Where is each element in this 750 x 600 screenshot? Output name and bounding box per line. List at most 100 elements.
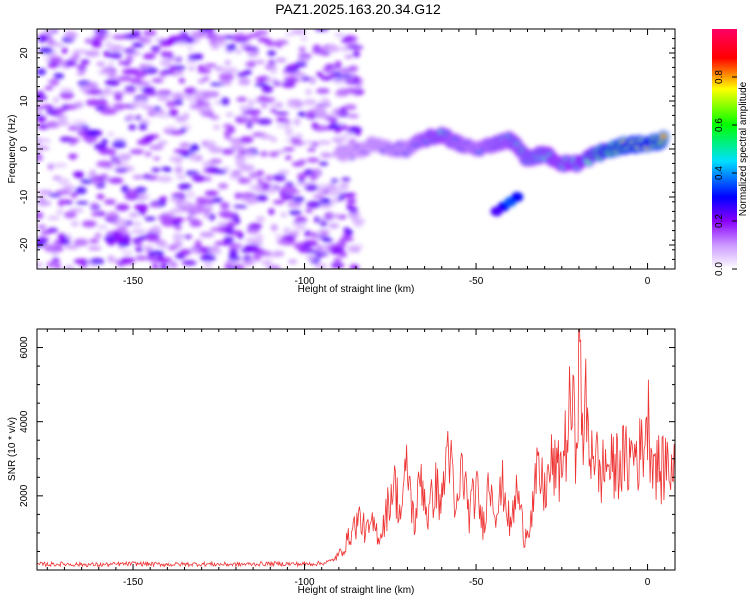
spectrogram-noise-blob (65, 31, 78, 40)
spectrogram-noise-blob (85, 99, 101, 107)
spectrogram-noise-blob (223, 236, 235, 242)
spectrogram-noise-blob (158, 71, 168, 77)
spectrogram-noise-blob (290, 230, 300, 237)
spectrogram-noise-blob (353, 221, 364, 228)
spectrogram-noise-blob (189, 143, 200, 152)
spectrogram-noise-blob (143, 135, 156, 141)
spectrogram-noise-blob (315, 113, 329, 119)
spectrogram-noise-blob (184, 95, 193, 100)
spectrogram-noise-blob (257, 118, 273, 125)
spectrogram-noise-blob (52, 96, 60, 104)
spectrogram-noise-blob (237, 177, 252, 184)
spectrogram-noise-blob (168, 108, 179, 117)
spectrogram-noise-blob (223, 212, 234, 219)
spectrogram-noise-blob (151, 77, 164, 84)
spectrogram-noise-blob (150, 45, 161, 52)
spectrogram-noise-blob (269, 67, 278, 75)
spectrogram-noise-blob (103, 87, 112, 96)
spectrogram-noise-blob (165, 100, 177, 108)
spectrogram-noise-blob (328, 222, 340, 229)
spectrogram-noise-blob (310, 141, 320, 147)
y-tick-label: 10 (19, 95, 30, 107)
spectrogram-noise-blob (186, 190, 196, 199)
x-tick-label: 0 (645, 276, 651, 287)
spectrogram-noise-blob (169, 155, 184, 163)
spectrogram-noise-blob (125, 55, 134, 64)
spectrogram-noise-blob (239, 114, 248, 119)
spectrogram-noise-blob (225, 112, 234, 117)
spectrogram-noise-blob (73, 258, 89, 265)
spectrogram-noise-blob (192, 175, 207, 182)
spectrogram-noise-blob (153, 106, 161, 111)
spectrogram-noise-blob (344, 79, 359, 84)
spectrogram-noise-blob (171, 216, 185, 223)
spectrogram-noise-blob (332, 71, 341, 77)
spectrogram-noise-blob (284, 31, 294, 37)
spectrogram-noise-blob (112, 140, 127, 149)
spectrogram-noise-blob (44, 138, 51, 143)
spectrogram-noise-blob (214, 66, 225, 72)
snr-ylabel: SNR (10 * v/v) (7, 417, 18, 481)
spectrogram-noise-blob (208, 248, 222, 255)
spectrogram-noise-blob (87, 246, 102, 251)
spectrogram-noise-blob (223, 67, 239, 74)
spectrogram-noise-blob (167, 129, 180, 135)
spectrogram-noise-blob (330, 178, 339, 184)
spectrogram-noise-blob (349, 264, 360, 269)
spectrogram-noise-blob (292, 196, 305, 203)
spectrogram-noise-blob (273, 111, 290, 116)
spectrogram-noise-blob (42, 104, 55, 109)
spectrogram-secondary-blob (511, 192, 524, 202)
spectrogram-noise-blob (183, 36, 195, 42)
spectrogram-noise-blob (298, 247, 307, 252)
spectrogram-noise-blob (143, 29, 157, 37)
spectrogram-noise-blob (157, 93, 170, 102)
x-tick-label: -50 (469, 276, 484, 287)
spectrogram-noise-blob (47, 216, 60, 220)
spectrogram-noise-blob (315, 245, 323, 252)
spectrogram-noise-blob (334, 32, 345, 38)
spectrogram-noise-blob (151, 167, 161, 173)
spectrogram-noise-blob (89, 169, 97, 176)
spectrogram-noise-blob (169, 197, 184, 202)
spectrogram-noise-blob (303, 100, 317, 106)
spectrogram-noise-blob (319, 221, 328, 227)
spectrogram-noise-blob (209, 115, 220, 120)
spectrogram-noise-blob (63, 211, 77, 219)
spectrogram-noise-blob (61, 47, 68, 54)
spectrogram-noise-blob (186, 216, 193, 221)
spectrogram-noise-blob (157, 175, 173, 183)
x-tick-label: -150 (123, 577, 143, 588)
spectrogram-noise-blob (69, 208, 84, 213)
spectrogram-noise-blob (306, 157, 320, 163)
spectrogram-noise-blob (114, 160, 122, 165)
spectrogram-noise-blob (241, 110, 255, 115)
spectrogram-noise-blob (94, 232, 102, 239)
spectrogram-noise-blob (260, 150, 268, 158)
spectrogram-noise-blob (37, 68, 47, 76)
spectrogram-noise-blob (189, 30, 206, 36)
spectrogram-noise-blob (176, 175, 186, 180)
spectrogram-noise-blob (149, 201, 161, 208)
spectrogram-noise-blob (138, 123, 148, 131)
spectrogram-noise-blob (140, 63, 151, 70)
spectrogram-noise-blob (117, 75, 133, 82)
spectrogram-noise-blob (37, 236, 49, 244)
spectrogram-noise-blob (249, 222, 263, 229)
spectrogram-noise-blob (200, 253, 216, 262)
spectrogram-noise-blob (270, 108, 277, 113)
spectrogram-noise-blob (189, 104, 201, 110)
spectrogram-noise-blob (126, 68, 141, 73)
spectrogram-noise-blob (172, 232, 184, 241)
spectrogram-noise-blob (229, 249, 238, 257)
spectrogram-noise-blob (94, 29, 108, 35)
spectrogram-ridge-peak (660, 134, 667, 138)
spectrogram-noise-blob (233, 38, 248, 43)
spectrogram-noise-blob (319, 161, 329, 166)
spectrogram-noise-blob (236, 71, 248, 78)
spectrogram-noise-blob (261, 85, 274, 94)
spectrogram-noise-blob (311, 48, 325, 55)
spectrogram-noise-blob (294, 61, 307, 68)
spectrogram-noise-blob (153, 156, 161, 161)
spectrogram-noise-blob (115, 218, 128, 226)
